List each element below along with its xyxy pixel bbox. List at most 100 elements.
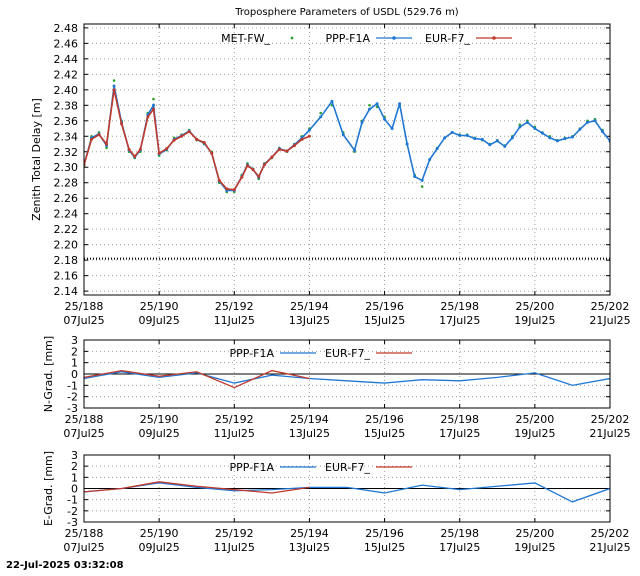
data-point	[112, 79, 116, 82]
x-tick-label-doy: 25/192	[215, 413, 254, 426]
x-tick-label-date: 19Jul25	[514, 427, 555, 440]
data-point	[383, 117, 387, 121]
legend-marker	[290, 36, 294, 40]
legend-marker	[492, 36, 496, 40]
x-tick-label-date: 17Jul25	[439, 541, 480, 554]
data-point	[518, 125, 522, 129]
legend-label: PPP-F1A	[230, 461, 275, 474]
panel-1: Troposphere Parameters of USDL (529.76 m…	[30, 7, 631, 327]
data-point	[525, 120, 529, 124]
legend-label: EUR-F7_	[325, 461, 370, 474]
x-tick-label-date: 09Jul25	[139, 314, 180, 327]
series-ppp-f1a	[84, 482, 610, 503]
y-tick-label: -3	[67, 402, 78, 415]
data-point	[105, 142, 109, 146]
data-point	[277, 147, 281, 151]
data-point	[480, 137, 484, 141]
x-tick-label-date: 09Jul25	[139, 541, 180, 554]
plot-frame	[83, 339, 611, 409]
y-tick-label: 2.30	[54, 161, 79, 174]
data-point	[450, 130, 454, 134]
legend-marker	[392, 36, 396, 40]
data-point	[353, 148, 357, 152]
data-point	[540, 131, 544, 135]
data-point	[172, 138, 176, 142]
data-point	[360, 120, 364, 124]
data-point	[187, 130, 191, 134]
series-line	[84, 371, 610, 387]
y-axis-label: Zenith Total Delay [m]	[30, 98, 43, 221]
data-point	[225, 187, 229, 191]
data-point	[120, 122, 124, 126]
x-tick-label-date: 11Jul25	[214, 541, 255, 554]
data-point	[398, 102, 402, 106]
y-tick-label: 3	[71, 449, 78, 462]
x-tick-label-date: 21Jul25	[589, 427, 630, 440]
data-point	[341, 133, 345, 137]
x-tick-label-doy: 25/198	[440, 300, 479, 313]
data-point	[458, 133, 462, 137]
x-tick-label-date: 11Jul25	[214, 314, 255, 327]
data-point	[435, 147, 439, 151]
legend-label: PPP-F1A	[230, 347, 275, 360]
plot-frame	[83, 23, 611, 296]
plot-area	[84, 481, 610, 503]
data-point	[510, 136, 514, 140]
x-tick-label-date: 15Jul25	[364, 314, 405, 327]
series-line	[84, 482, 610, 503]
data-point	[217, 178, 221, 182]
data-point	[97, 133, 101, 137]
x-tick-label-date: 21Jul25	[589, 314, 630, 327]
data-point	[375, 102, 379, 106]
plot-area	[84, 79, 610, 260]
data-point	[300, 137, 304, 141]
data-point	[90, 137, 94, 141]
y-tick-label: 2.14	[54, 285, 79, 298]
data-point	[152, 97, 155, 101]
y-tick-label: 2.18	[54, 254, 79, 267]
x-tick-label-doy: 25/200	[516, 527, 555, 540]
x-tick-label-doy: 25/188	[65, 527, 104, 540]
x-tick-label-doy: 25/194	[290, 413, 329, 426]
data-point	[593, 119, 597, 123]
y-tick-label: 2.26	[54, 192, 79, 205]
x-tick-label-doy: 25/202	[591, 300, 630, 313]
data-point	[428, 158, 432, 161]
legend-label: EUR-F7_	[325, 347, 370, 360]
data-point	[180, 134, 184, 138]
legend-label: EUR-F7_	[425, 32, 470, 45]
data-point	[202, 140, 206, 144]
data-point	[330, 99, 334, 103]
y-tick-label: 2.16	[54, 270, 79, 283]
data-point	[285, 149, 289, 153]
y-tick-label: 3	[71, 334, 78, 347]
data-point	[473, 137, 477, 141]
data-point	[112, 88, 116, 92]
legend-label: MET-FW_	[221, 32, 270, 45]
data-point	[245, 164, 249, 168]
data-point	[600, 130, 604, 134]
data-point	[195, 137, 199, 141]
y-tick-label: 2	[71, 345, 78, 358]
data-point	[420, 185, 424, 188]
x-tick-label-doy: 25/196	[365, 413, 404, 426]
x-tick-label-doy: 25/190	[140, 300, 179, 313]
legend-label: PPP-F1A	[326, 32, 371, 45]
data-point	[368, 107, 372, 111]
x-tick-label-date: 11Jul25	[214, 427, 255, 440]
data-point	[240, 175, 244, 179]
y-tick-label: -2	[67, 505, 78, 518]
data-point	[257, 175, 261, 179]
x-tick-label-doy: 25/194	[290, 527, 329, 540]
data-point	[251, 168, 255, 172]
x-tick-label-doy: 25/188	[65, 413, 104, 426]
data-point	[262, 163, 266, 167]
x-tick-label-doy: 25/190	[140, 527, 179, 540]
data-point	[518, 123, 522, 126]
data-point	[420, 178, 424, 182]
y-axis-label: E-Grad. [mm]	[42, 451, 55, 526]
y-tick-label: 2.46	[54, 37, 79, 50]
data-point	[319, 115, 323, 119]
